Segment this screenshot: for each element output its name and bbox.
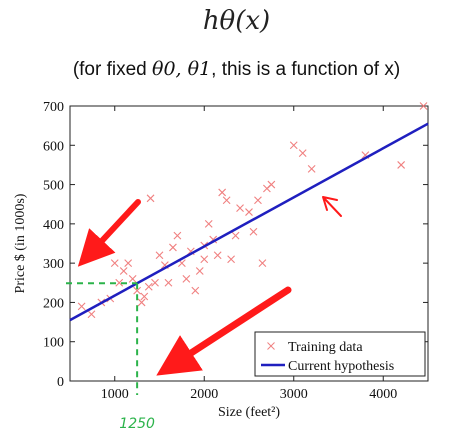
- y-tick-label: 100: [43, 336, 64, 351]
- data-point: [124, 259, 133, 268]
- data-point: [200, 255, 209, 264]
- data-point: [173, 231, 182, 240]
- red-arrow-size: [156, 286, 292, 376]
- y-tick-label: 400: [43, 218, 64, 233]
- data-point: [119, 267, 128, 275]
- data-point: [110, 259, 119, 268]
- data-point: [222, 196, 231, 205]
- legend-box: [254, 331, 426, 377]
- legend-label-hypothesis: Current hypothesis: [288, 359, 394, 374]
- subtitle-params: θ0, θ1: [152, 58, 212, 80]
- data-point: [236, 204, 244, 213]
- handwritten-x-value: 1250: [119, 416, 155, 432]
- annotations: 1250: [66, 196, 342, 432]
- plot-axes: [69, 105, 429, 382]
- data-point: [267, 180, 276, 189]
- data-point: [133, 286, 142, 295]
- data-point: [204, 219, 213, 228]
- x-tick-label: 4000: [369, 387, 397, 402]
- data-point: [144, 282, 153, 291]
- data-point: [227, 255, 235, 264]
- legend: Training data Current hypothesis: [254, 331, 426, 377]
- data-point: [213, 251, 222, 260]
- data-point: [195, 267, 204, 275]
- data-point: [249, 227, 258, 236]
- data-point: [218, 188, 227, 197]
- y-tick-label: 700: [43, 100, 64, 115]
- y-tick-label: 0: [57, 375, 64, 390]
- subtitle-prefix: (for fixed: [72, 59, 153, 80]
- x-axis-label: Size (feet²): [218, 405, 280, 420]
- legend-marker-training: [267, 342, 275, 350]
- x-tick-label: 2000: [190, 387, 218, 402]
- y-tick-label: 500: [43, 179, 64, 194]
- data-point: [77, 302, 86, 311]
- y-tick-label: 600: [43, 139, 64, 154]
- hypothesis-line-path: [69, 122, 429, 322]
- legend-label-training: Training data: [288, 340, 363, 355]
- data-point: [258, 259, 267, 268]
- data-point: [128, 274, 137, 283]
- data-point: [87, 310, 96, 319]
- data-point: [140, 292, 149, 301]
- plot-frame: [69, 105, 429, 382]
- data-point: [419, 102, 428, 110]
- training-points: [77, 102, 428, 319]
- data-point: [231, 231, 240, 240]
- data-point: [289, 141, 298, 150]
- data-point: [254, 196, 262, 205]
- data-point: [307, 164, 316, 173]
- subtitle: (for fixed θ0, θ1, this is a function of…: [0, 58, 473, 81]
- y-tick-label: 200: [43, 296, 64, 311]
- y-axis-label: Price $ (in 1000s): [13, 193, 28, 293]
- red-arrow-price: [77, 199, 141, 267]
- data-point: [245, 208, 253, 216]
- hypothesis-title: hθ(x): [202, 6, 271, 36]
- data-point: [137, 298, 146, 307]
- data-point: [155, 251, 164, 260]
- subtitle-suffix: , this is a function of x): [211, 59, 401, 80]
- y-tick-label: 300: [43, 257, 64, 272]
- x-tick-label: 1000: [101, 387, 129, 402]
- data-point: [182, 274, 191, 283]
- hypothesis-line: [69, 122, 429, 322]
- axis-ticks: 0 100 200 300 400 500 600 700 1000 2000 3000 4000 Si…: [13, 100, 428, 420]
- data-point: [298, 149, 307, 158]
- data-point: [115, 278, 124, 287]
- data-point: [397, 161, 406, 169]
- data-point: [191, 286, 200, 295]
- data-point: [146, 194, 155, 203]
- data-point: [151, 278, 159, 287]
- data-point: [164, 278, 173, 287]
- x-tick-label: 3000: [280, 387, 308, 402]
- red-arrow-hypothesis: [322, 196, 342, 217]
- data-point: [169, 243, 177, 252]
